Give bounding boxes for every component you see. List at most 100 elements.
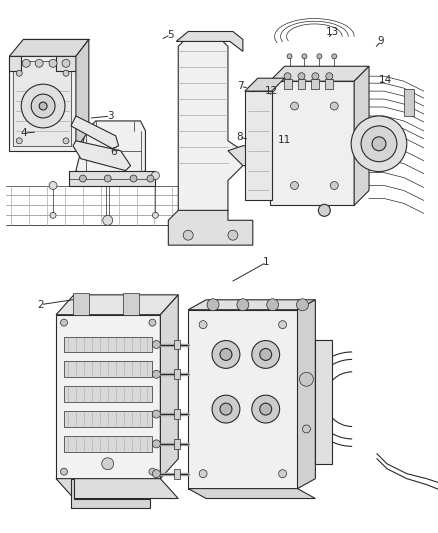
Polygon shape [71, 116, 118, 149]
Polygon shape [174, 469, 180, 479]
Polygon shape [64, 386, 152, 402]
Circle shape [152, 410, 160, 418]
Circle shape [130, 175, 137, 182]
Polygon shape [188, 489, 314, 498]
Polygon shape [76, 39, 88, 149]
Circle shape [219, 349, 231, 360]
Circle shape [278, 470, 286, 478]
Polygon shape [64, 411, 152, 427]
Circle shape [60, 468, 67, 475]
Circle shape [49, 59, 57, 67]
Circle shape [104, 175, 111, 182]
Circle shape [212, 395, 239, 423]
Polygon shape [244, 78, 284, 91]
Circle shape [152, 212, 158, 219]
Circle shape [290, 102, 298, 110]
Circle shape [152, 470, 160, 478]
Polygon shape [269, 81, 353, 205]
Circle shape [266, 299, 278, 311]
Circle shape [331, 54, 336, 59]
Circle shape [102, 215, 113, 225]
Circle shape [148, 468, 155, 475]
Circle shape [311, 72, 318, 80]
Polygon shape [403, 89, 413, 116]
Polygon shape [174, 340, 180, 350]
Polygon shape [314, 340, 332, 464]
Circle shape [152, 440, 160, 448]
Polygon shape [188, 300, 314, 310]
Polygon shape [174, 369, 180, 379]
Circle shape [329, 102, 337, 110]
Circle shape [16, 70, 22, 76]
Polygon shape [297, 79, 305, 89]
Polygon shape [227, 146, 257, 166]
Polygon shape [174, 439, 180, 449]
Circle shape [350, 116, 406, 172]
Circle shape [31, 94, 55, 118]
Circle shape [147, 175, 154, 182]
Polygon shape [56, 56, 76, 71]
Polygon shape [64, 436, 152, 452]
Polygon shape [160, 295, 178, 479]
Text: 12: 12 [265, 86, 278, 95]
Polygon shape [311, 79, 318, 89]
Circle shape [360, 126, 396, 161]
Polygon shape [56, 295, 178, 314]
Circle shape [296, 299, 308, 311]
Polygon shape [168, 211, 252, 245]
Polygon shape [283, 79, 291, 89]
Circle shape [251, 341, 279, 368]
Polygon shape [244, 91, 271, 200]
Circle shape [60, 319, 67, 326]
Polygon shape [297, 300, 314, 489]
Polygon shape [73, 293, 88, 314]
Circle shape [286, 54, 291, 59]
Circle shape [152, 341, 160, 349]
Text: 4: 4 [21, 128, 27, 138]
Text: 7: 7 [237, 82, 243, 92]
Circle shape [371, 137, 385, 151]
Circle shape [183, 230, 193, 240]
Circle shape [63, 70, 69, 76]
Polygon shape [76, 121, 145, 175]
Text: 6: 6 [110, 147, 117, 157]
Polygon shape [353, 66, 368, 205]
Circle shape [299, 373, 313, 386]
Circle shape [35, 59, 43, 67]
Polygon shape [188, 310, 297, 489]
Text: 1: 1 [263, 257, 269, 267]
Polygon shape [269, 66, 368, 81]
Circle shape [325, 72, 332, 80]
Text: 3: 3 [107, 111, 113, 121]
Circle shape [251, 395, 279, 423]
Circle shape [49, 182, 57, 190]
Circle shape [316, 54, 321, 59]
Circle shape [39, 102, 47, 110]
Polygon shape [174, 409, 180, 419]
Polygon shape [176, 31, 242, 51]
Circle shape [290, 182, 298, 190]
Circle shape [227, 230, 237, 240]
Polygon shape [73, 141, 130, 171]
Circle shape [212, 341, 239, 368]
Polygon shape [64, 361, 152, 377]
Circle shape [102, 458, 113, 470]
Circle shape [259, 349, 271, 360]
Circle shape [148, 319, 155, 326]
Polygon shape [9, 56, 21, 71]
Polygon shape [178, 42, 242, 220]
Text: 11: 11 [277, 135, 290, 146]
Circle shape [237, 299, 248, 311]
Circle shape [21, 84, 65, 128]
Circle shape [79, 175, 86, 182]
Circle shape [62, 59, 70, 67]
Circle shape [318, 204, 329, 216]
Circle shape [259, 403, 271, 415]
Text: 5: 5 [167, 29, 173, 39]
Polygon shape [13, 61, 71, 146]
Text: 2: 2 [37, 300, 44, 310]
Text: 8: 8 [235, 132, 242, 142]
Circle shape [302, 425, 310, 433]
Circle shape [207, 299, 219, 311]
Circle shape [151, 172, 159, 180]
